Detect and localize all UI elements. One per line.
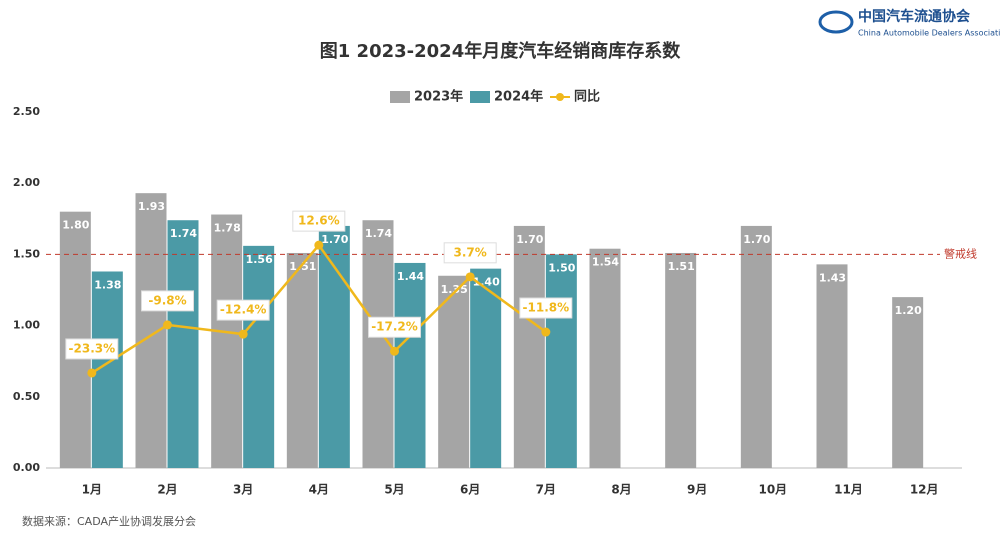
reference-label: 警戒线 bbox=[944, 246, 977, 260]
bar-value-label: 1.70 bbox=[743, 233, 770, 246]
bar bbox=[740, 225, 772, 468]
y-tick-label: 1.00 bbox=[13, 319, 40, 332]
bar-value-label: 1.74 bbox=[365, 227, 392, 240]
bar-value-label: 1.40 bbox=[473, 276, 500, 289]
line-value-label: -17.2% bbox=[371, 320, 418, 334]
line-label-box bbox=[292, 210, 346, 232]
line-label-box bbox=[519, 297, 573, 319]
line-label-box bbox=[443, 242, 497, 264]
line-marker bbox=[87, 368, 97, 378]
bar bbox=[545, 254, 577, 468]
line-label-box bbox=[65, 338, 119, 360]
bar-value-label: 1.93 bbox=[138, 200, 165, 213]
bar bbox=[513, 225, 545, 468]
bar-value-label: 1.51 bbox=[668, 260, 695, 273]
y-tick-label: 2.50 bbox=[13, 105, 40, 118]
bar-value-label: 1.54 bbox=[592, 256, 619, 269]
bar-value-label: 1.78 bbox=[214, 222, 241, 235]
x-tick-label: 1月 bbox=[82, 483, 102, 497]
x-tick-label: 2月 bbox=[157, 483, 177, 497]
line-label-box bbox=[216, 299, 270, 321]
y-tick-label: 0.50 bbox=[13, 390, 40, 403]
y-tick-label: 0.00 bbox=[13, 461, 40, 474]
bar bbox=[589, 248, 621, 468]
source-note: 数据来源：CADA产业协调发展分会 bbox=[22, 514, 196, 528]
bar bbox=[394, 262, 426, 468]
line-value-label: -11.8% bbox=[523, 301, 570, 315]
x-tick-label: 3月 bbox=[233, 483, 253, 497]
bar bbox=[211, 214, 243, 468]
bar bbox=[318, 225, 350, 468]
bar-value-label: 1.80 bbox=[62, 219, 89, 232]
x-tick-label: 11月 bbox=[834, 483, 863, 497]
line-value-label: 12.6% bbox=[298, 214, 340, 228]
x-tick-label: 4月 bbox=[309, 483, 329, 497]
legend-swatch bbox=[470, 91, 490, 103]
x-tick-label: 5月 bbox=[384, 483, 404, 497]
bar-value-label: 1.70 bbox=[321, 233, 348, 246]
line-marker bbox=[163, 320, 172, 330]
line-marker bbox=[465, 272, 475, 282]
line-value-label: -12.4% bbox=[220, 303, 267, 317]
y-tick-label: 2.00 bbox=[13, 176, 40, 189]
line-value-label: 3.7% bbox=[454, 245, 487, 259]
bar-value-label: 1.74 bbox=[170, 227, 197, 240]
bar bbox=[243, 245, 275, 468]
line-marker bbox=[314, 240, 324, 250]
bar-value-label: 1.70 bbox=[516, 233, 543, 246]
line-value-label: -9.8% bbox=[148, 293, 186, 307]
bar bbox=[470, 268, 502, 468]
line-label-box bbox=[141, 290, 194, 312]
x-tick-label: 10月 bbox=[758, 483, 787, 497]
bar bbox=[816, 264, 848, 468]
x-tick-label: 9月 bbox=[687, 483, 707, 497]
logo-subtitle: China Automobile Dealers Association bbox=[858, 29, 1000, 38]
line-marker bbox=[541, 327, 551, 337]
bar-value-label: 1.44 bbox=[397, 270, 424, 283]
bar bbox=[665, 252, 697, 468]
logo-icon bbox=[818, 10, 854, 34]
bar-value-label: 1.50 bbox=[548, 261, 575, 274]
bar bbox=[135, 193, 167, 468]
bar bbox=[438, 275, 470, 468]
chart-title: 图1 2023-2024年月度汽车经销商库存系数 bbox=[320, 40, 681, 62]
x-tick-label: 8月 bbox=[611, 483, 631, 497]
bar bbox=[892, 297, 924, 468]
line-label-box bbox=[368, 316, 421, 338]
legend-label: 2023年 bbox=[414, 89, 463, 105]
x-tick-label: 6月 bbox=[460, 483, 480, 497]
bar-value-label: 1.56 bbox=[246, 253, 273, 266]
bar-value-label: 1.51 bbox=[289, 260, 316, 273]
logo-name: 中国汽车流通协会 bbox=[858, 8, 971, 25]
line-marker bbox=[390, 346, 399, 356]
legend-label: 2024年 bbox=[494, 89, 543, 105]
y-tick-label: 1.50 bbox=[13, 247, 40, 260]
legend-marker bbox=[556, 93, 564, 101]
bar-value-label: 1.20 bbox=[895, 304, 922, 317]
x-tick-label: 7月 bbox=[536, 483, 556, 497]
line-value-label: -23.3% bbox=[69, 341, 116, 355]
bar-value-label: 1.38 bbox=[94, 278, 121, 291]
bar bbox=[167, 220, 199, 468]
legend-label: 同比 bbox=[574, 89, 600, 105]
bar bbox=[286, 252, 318, 468]
line-marker bbox=[238, 329, 248, 339]
legend-swatch bbox=[390, 91, 410, 103]
x-tick-label: 12月 bbox=[910, 483, 939, 497]
bar-value-label: 1.43 bbox=[819, 271, 846, 284]
